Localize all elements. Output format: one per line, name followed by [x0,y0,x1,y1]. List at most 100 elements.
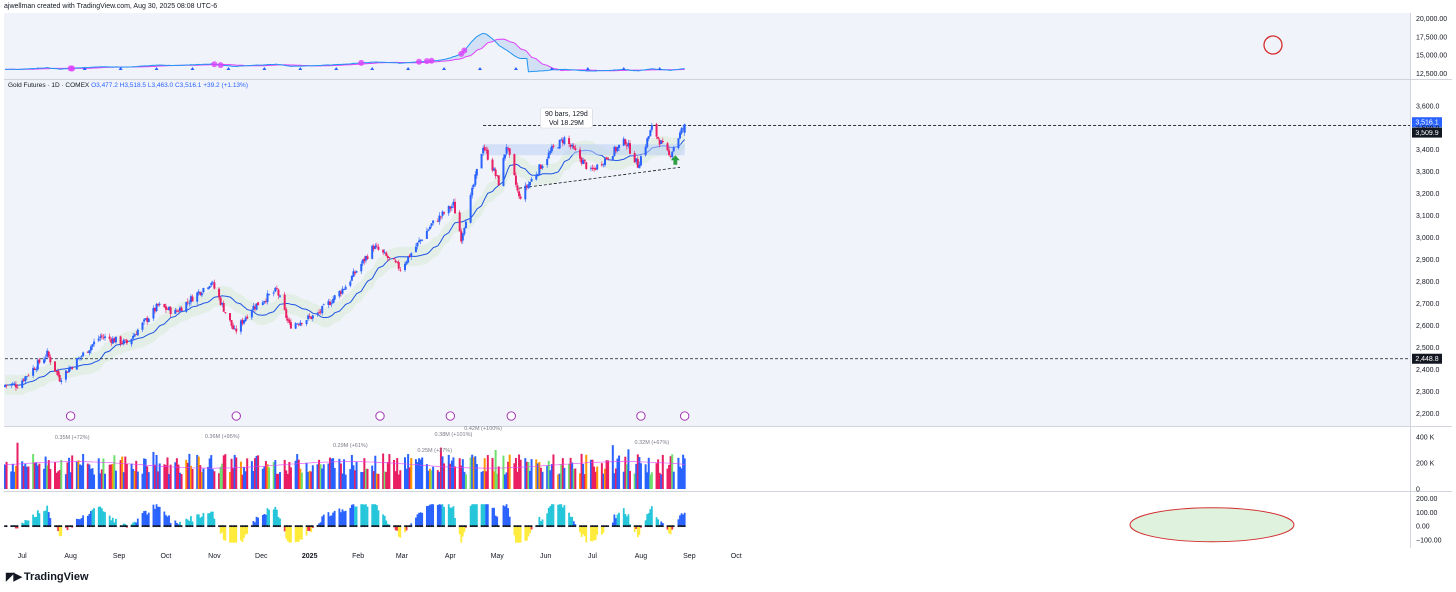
oscillator-bar [235,526,238,543]
oscillator-bar [547,507,550,527]
volume-y-tick-label: 200 K [1416,460,1435,467]
oscillator-bar [163,511,166,527]
volume-bar [655,463,658,489]
triangle-marker-icon [262,67,267,70]
price-y-tick-label: 3,500.0 [1416,125,1439,132]
volume-bar [627,449,630,489]
zero-line-dot [244,525,247,528]
volume-bar [125,463,128,489]
oscillator-bar [668,526,670,534]
volume-bar [133,471,136,489]
volume-bar [638,457,641,489]
x-axis-month-label: Oct [160,553,171,560]
legend-open: O3,477.2 [91,82,118,89]
oscillator-bar [155,504,158,527]
oscillator-bar [265,514,267,527]
candle-body [624,139,627,145]
tradingview-brand[interactable]: ◤▶ TradingView [6,570,89,584]
x-axis-month-label: 2025 [302,553,318,560]
volume-bar [219,466,222,489]
candle-body [169,307,172,315]
candle-body [233,328,236,330]
oscillator-bar [638,526,641,535]
volume-bar [343,459,346,489]
volume-bar [44,456,47,489]
volume-bar [254,458,256,489]
oscillator-bar [307,526,310,531]
zero-line-dot [155,525,158,528]
oscillator-bar [277,516,280,527]
volume-bar [316,464,319,489]
zero-line-dot [275,525,278,528]
candle-body [244,317,247,322]
volume-bar [558,473,561,489]
oscillator-bar [188,520,191,527]
price-label-text: 3,509.9 [1415,130,1438,137]
oscillator-bar [458,526,461,535]
volume-bar [614,468,617,489]
x-axis-month-label: Sep [113,553,126,560]
volume-bar [449,463,452,489]
oscillator-bar [196,514,199,527]
volume-bar [294,460,297,489]
oscillator-bar [285,526,288,539]
measure-tooltip [540,107,593,129]
volume-bar [349,469,352,489]
zero-line-dot [263,525,266,528]
zero-line-dot [97,525,100,528]
candle-body [299,322,302,326]
candle-body [102,337,105,339]
symbol-legend[interactable]: Gold Futures · 1D · COMEX O3,477.2 H3,51… [8,82,248,89]
oscillator-bar [561,507,564,527]
oscillator-bar [344,510,347,527]
zero-line-dot [35,525,38,528]
candle-body [229,313,231,321]
volume-bar [507,461,510,489]
oscillator-bar [157,506,160,527]
candle-body [514,175,517,185]
candle-body [199,292,202,295]
volume-bar [121,456,124,489]
oscillator-bar [288,526,291,543]
oscillator-bar [82,515,85,527]
oscillator-bar [88,514,91,527]
oscillator-panel [4,504,1295,543]
candle-body [441,211,444,216]
oscillator-bar [452,506,455,527]
zero-line-dot [494,525,497,528]
candle-body [421,239,424,241]
volume-bar [591,459,594,489]
oscillator-bar [290,526,292,543]
volume-bar [671,454,674,489]
volume-bar [530,459,533,489]
zero-line-dot [682,525,685,528]
volume-bar [199,465,202,489]
volume-bar [516,471,519,489]
candle-body [141,322,144,330]
volume-bar [263,466,266,489]
oscillator-bar [299,526,302,540]
top-blue-line [5,32,685,73]
oscillator-bar [530,526,533,530]
oscillator-bar [647,513,650,527]
volume-bar [207,466,210,489]
volume-bar [252,470,255,489]
oscillator-bar [244,526,247,535]
candle-body [364,256,367,261]
candle-body [36,360,39,370]
volume-bar [658,472,661,489]
candle-body [429,226,431,230]
zero-line-dot [405,525,408,528]
volume-bar [146,466,149,489]
zero-line-dot [394,525,397,528]
zero-line-dot [22,525,25,528]
zero-line-dot [164,525,167,528]
zero-line-dot [660,525,663,528]
candle-body [418,240,421,243]
candle-body [155,303,158,312]
volume-panel: 0.35M (+72%) 0.36M (+95%) 0.29M (+61%) 0.25… [4,426,686,489]
volume-bar [111,464,114,489]
zero-line-dot [396,525,399,528]
candle-body [497,175,500,186]
